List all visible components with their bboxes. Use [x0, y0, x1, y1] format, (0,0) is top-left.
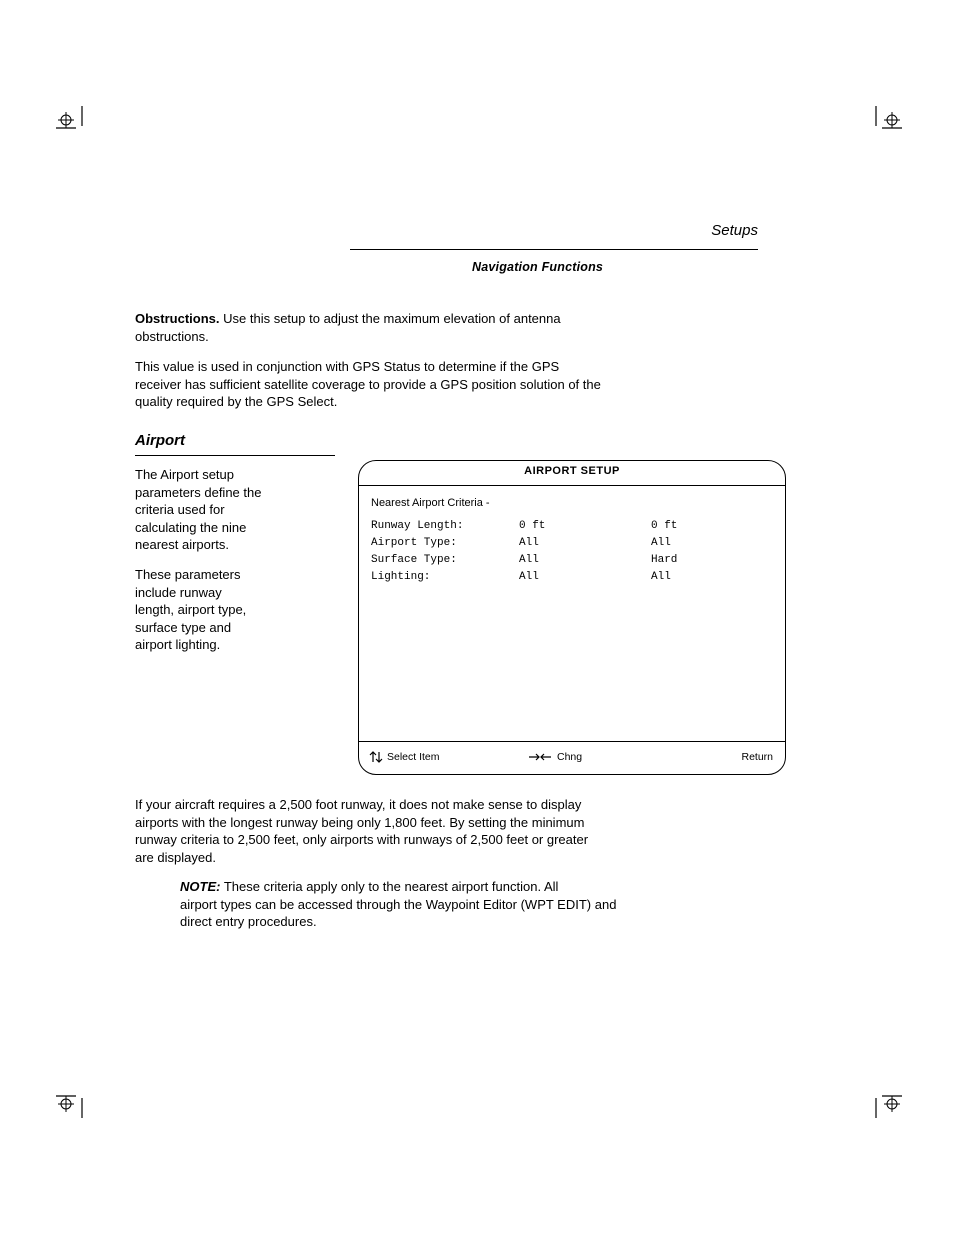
page-subtitle: Navigation Functions	[472, 260, 603, 274]
row-label: Airport Type:	[371, 535, 511, 552]
screen-content: Nearest Airport Criteria - Runway Length…	[371, 495, 773, 734]
hint-change: Chng	[557, 751, 582, 763]
crop-mark-icon	[56, 106, 84, 134]
crop-mark-icon	[56, 1090, 84, 1118]
sidebar-paragraph-1: The Airport setup parameters define the …	[135, 466, 325, 554]
table-row: Runway Length: 0 ft 0 ft	[371, 518, 773, 535]
intro-paragraph-2: This value is used in conjunction with G…	[135, 358, 795, 411]
device-screen: AIRPORT SETUP Nearest Airport Criteria -…	[358, 460, 786, 775]
screen-bottombar: Select Item Chng Return	[359, 741, 785, 774]
left-right-arrows-icon	[527, 748, 553, 766]
row-label: Runway Length:	[371, 518, 511, 535]
title-rule	[350, 249, 758, 250]
table-row: Airport Type: All All	[371, 535, 773, 552]
row-value-2: All	[651, 535, 771, 552]
body-paragraph: If your aircraft requires a 2,500 foot r…	[135, 796, 795, 866]
intro-keyword: Obstructions.	[135, 311, 220, 326]
hint-select-item: Select Item	[387, 751, 440, 763]
table-row: Lighting: All All	[371, 569, 773, 586]
row-value-2: Hard	[651, 552, 771, 569]
crop-mark-icon	[870, 1090, 898, 1118]
row-value-1: 0 ft	[519, 518, 639, 535]
table-row: Surface Type: All Hard	[371, 552, 773, 569]
page-title: Setups	[350, 222, 758, 239]
section-rule	[135, 455, 335, 456]
note-heading: NOTE:	[180, 879, 220, 894]
sidebar-paragraph-2: These parameters include runway length, …	[135, 566, 325, 654]
crop-mark-icon	[870, 106, 898, 134]
screen-title: AIRPORT SETUP	[359, 465, 785, 477]
row-value-2: All	[651, 569, 771, 586]
row-value-1: All	[519, 569, 639, 586]
screen-subheader: Nearest Airport Criteria -	[371, 495, 773, 512]
note-paragraph: NOTE: These criteria apply only to the n…	[180, 878, 780, 931]
hint-return: Return	[741, 751, 773, 763]
row-value-1: All	[519, 552, 639, 569]
row-label: Surface Type:	[371, 552, 511, 569]
row-value-2: 0 ft	[651, 518, 771, 535]
screen-topbar: AIRPORT SETUP	[359, 461, 785, 486]
intro-paragraph: Obstructions. Use this setup to adjust t…	[135, 310, 795, 345]
row-value-1: All	[519, 535, 639, 552]
row-label: Lighting:	[371, 569, 511, 586]
up-down-arrows-icon	[369, 748, 383, 766]
screen-table: Runway Length: 0 ft 0 ft Airport Type: A…	[371, 518, 773, 586]
section-heading: Airport	[135, 432, 185, 449]
